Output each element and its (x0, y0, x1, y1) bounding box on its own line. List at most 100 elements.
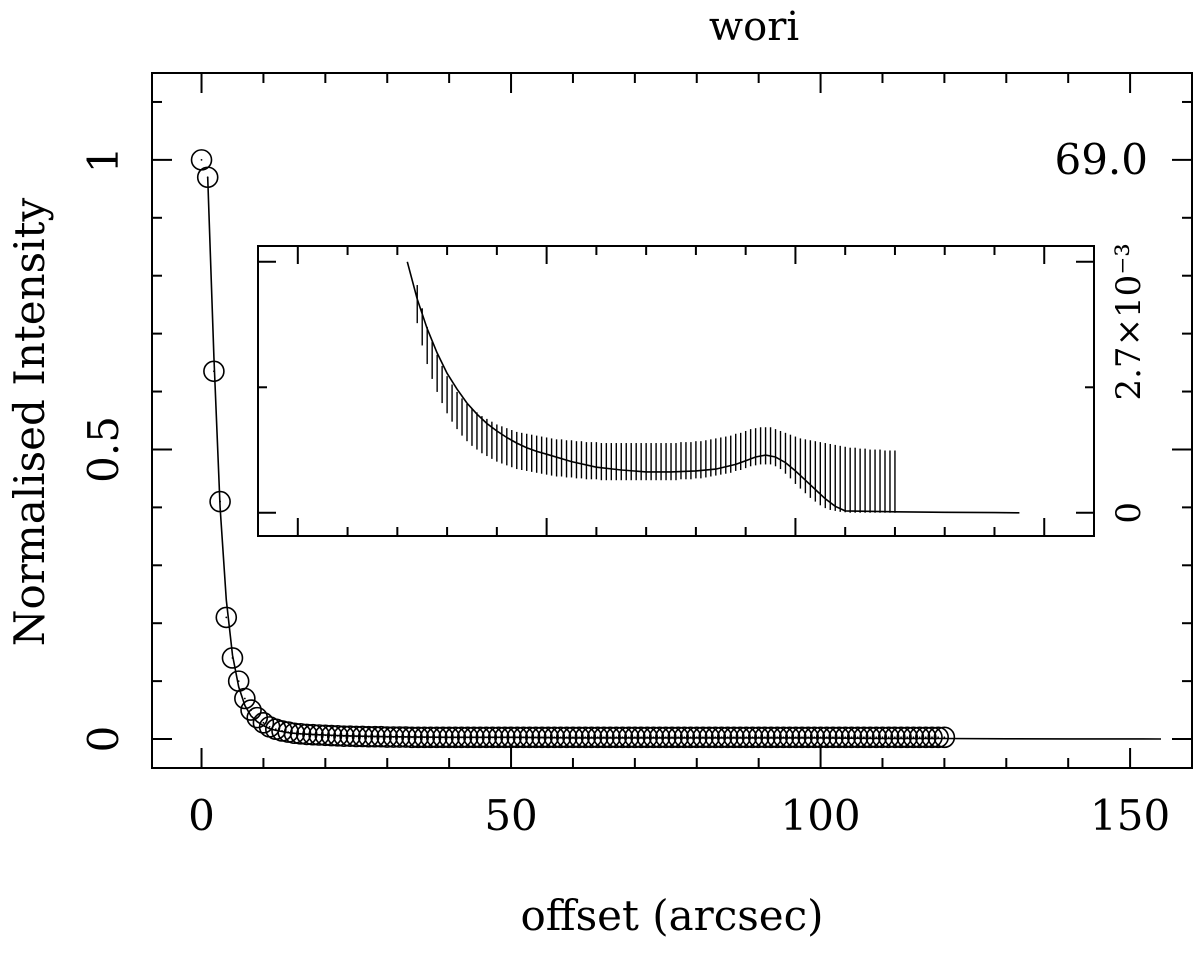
data-point-center (702, 736, 704, 739)
data-point-center (578, 736, 581, 739)
data-point-center (937, 736, 940, 739)
main-x-tick-labels: 0 50 100 150 (188, 791, 1170, 840)
data-point-center (355, 735, 358, 738)
data-point-center (671, 736, 673, 739)
data-point-center (466, 736, 469, 739)
data-point-center (745, 736, 748, 739)
data-point (586, 726, 609, 749)
data-point (673, 726, 696, 749)
data-point-center (460, 736, 463, 739)
data-point (636, 726, 659, 749)
data-point (624, 726, 646, 749)
data-point-center (572, 736, 574, 739)
data-point-center (714, 736, 717, 739)
data-point (611, 726, 634, 749)
right-annotation: 69.0 (1054, 135, 1148, 184)
data-point (525, 726, 547, 749)
data-point (865, 726, 888, 749)
data-point-center (726, 736, 729, 739)
data-point (735, 726, 758, 749)
data-point-center (243, 697, 246, 700)
data-point (518, 726, 541, 749)
data-point-center (695, 736, 698, 739)
data-point (902, 726, 925, 749)
inset-model-curve (406, 261, 1020, 514)
data-point-center (924, 736, 927, 739)
data-point (655, 726, 677, 749)
data-point-center (318, 734, 321, 736)
data-point (432, 726, 454, 749)
data-point-center (206, 176, 209, 179)
data-point-center (782, 736, 785, 739)
main-plot-frame (151, 72, 1193, 769)
data-point (605, 726, 628, 749)
data-point-center (336, 734, 339, 737)
x-tick-label: 100 (780, 791, 860, 840)
data-point-center (646, 736, 649, 739)
data-point-center (943, 736, 946, 739)
inset-y-tick-label: 2.7×10⁻³ (1109, 243, 1149, 400)
data-point-center (349, 735, 351, 738)
y-tick-label: 0.5 (79, 416, 128, 483)
data-point-center (590, 736, 593, 739)
data-point-center (361, 735, 364, 738)
data-point-center (615, 736, 618, 739)
data-point (741, 726, 764, 749)
data-point (203, 360, 225, 383)
data-point-center (912, 736, 915, 739)
data-point-center (491, 736, 494, 739)
data-point-center (330, 734, 333, 737)
data-point (419, 726, 442, 749)
data-point-center (801, 736, 803, 739)
data-point (778, 726, 801, 749)
data-point (679, 726, 702, 749)
data-point-center (881, 736, 884, 739)
data-point (555, 726, 578, 749)
data-point (568, 726, 590, 749)
data-point (896, 726, 919, 749)
data-point-center (219, 500, 221, 503)
x-tick-label: 50 (484, 791, 537, 840)
data-point (574, 726, 597, 749)
data-point-center (404, 736, 407, 738)
data-point-center (305, 733, 308, 736)
data-point-center (757, 736, 760, 739)
data-point-center (689, 736, 692, 739)
data-point-center (479, 736, 481, 739)
data-point-center (918, 736, 921, 739)
data-point (840, 726, 863, 749)
data-point-center (547, 736, 550, 739)
data-point-center (293, 732, 296, 735)
data-point (933, 726, 956, 749)
data-point (908, 726, 931, 749)
data-point-center (541, 736, 543, 739)
data-point-center (813, 736, 816, 739)
data-point (704, 726, 727, 749)
inset-error-bars (416, 285, 896, 513)
data-point-center (844, 736, 847, 739)
data-point (481, 726, 504, 749)
data-point-center (652, 736, 655, 739)
data-point-center (906, 736, 909, 739)
data-point (877, 726, 900, 749)
data-point-center (528, 736, 531, 739)
data-point-center (875, 736, 878, 739)
data-point-center (510, 736, 512, 739)
data-point (537, 726, 559, 749)
data-point-center (454, 736, 457, 739)
data-point (388, 726, 411, 748)
data-point (859, 726, 881, 749)
data-point (506, 726, 529, 749)
data-point (376, 726, 399, 748)
data-point (791, 726, 813, 749)
data-point-center (596, 736, 599, 739)
data-point (772, 726, 795, 749)
data-point-center (776, 736, 779, 739)
data-point (302, 723, 324, 746)
data-point-center (763, 736, 766, 739)
data-point (915, 726, 937, 749)
data-point (884, 726, 906, 749)
data-point (215, 606, 238, 629)
data-point-center (825, 736, 828, 739)
data-point-center (380, 735, 382, 738)
